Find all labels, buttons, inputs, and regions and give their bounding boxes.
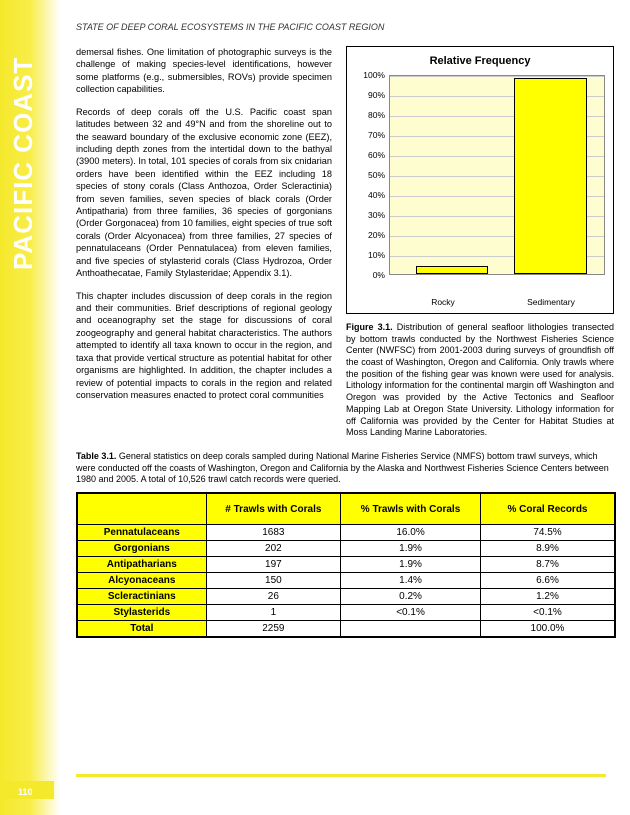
table-row-header: Total	[77, 621, 206, 638]
main-content: demersal fishes. One limitation of photo…	[76, 46, 616, 638]
y-axis-tick: 80%	[368, 110, 385, 120]
table-row: Scleractinians260.2%1.2%	[77, 589, 615, 605]
table-cell: 100.0%	[480, 621, 615, 638]
footer-rule	[76, 774, 606, 777]
table-cell: 1.9%	[341, 541, 481, 557]
grid-line	[390, 76, 604, 77]
table-header-cell: % Trawls with Corals	[341, 493, 481, 525]
figure-caption: Figure 3.1. Distribution of general seaf…	[346, 322, 614, 439]
running-header: STATE OF DEEP CORAL ECOSYSTEMS IN THE PA…	[76, 22, 384, 32]
paragraph-3: This chapter includes discussion of deep…	[76, 290, 332, 402]
chart-x-axis: RockySedimentary	[389, 297, 605, 307]
table-cell	[341, 621, 481, 638]
figure-column: Relative Frequency 0% 10% 20% 30% 40% 50% 60% 7…	[346, 46, 614, 439]
table-row: Gorgonians2021.9%8.9%	[77, 541, 615, 557]
page-number: 110	[18, 787, 33, 797]
two-column-layout: demersal fishes. One limitation of photo…	[76, 46, 616, 439]
table-row: Alcyonaceans1501.4%6.6%	[77, 573, 615, 589]
y-axis-tick: 20%	[368, 230, 385, 240]
table-cell: 1683	[206, 525, 341, 541]
chart-y-axis: 0%10%20%30%40%50%60%70%80%90%100%	[355, 75, 389, 293]
table-cell: 8.9%	[480, 541, 615, 557]
y-axis-tick: 10%	[368, 250, 385, 260]
table-caption-text: General statistics on deep corals sample…	[76, 451, 609, 484]
chart-container: Relative Frequency 0% 10% 20% 30% 40% 50% 60% 7…	[346, 46, 614, 314]
table-cell: 2259	[206, 621, 341, 638]
table-row-header: Scleractinians	[77, 589, 206, 605]
x-axis-label: Rocky	[389, 297, 497, 307]
table-cell: 1.4%	[341, 573, 481, 589]
table-row: Stylasterids1<0.1%<0.1%	[77, 605, 615, 621]
paragraph-1: demersal fishes. One limitation of photo…	[76, 46, 332, 96]
table-row-header: Alcyonaceans	[77, 573, 206, 589]
table-cell: 202	[206, 541, 341, 557]
y-axis-tick: 40%	[368, 190, 385, 200]
text-column: demersal fishes. One limitation of photo…	[76, 46, 332, 439]
table-caption-label: Table 3.1.	[76, 451, 116, 461]
table-cell: 1.9%	[341, 557, 481, 573]
chart-bar	[514, 78, 587, 274]
table-cell: 16.0%	[341, 525, 481, 541]
table-cell: 74.5%	[480, 525, 615, 541]
chart-title: Relative Frequency	[355, 55, 605, 67]
chart-bar	[416, 266, 489, 274]
table-cell: 26	[206, 589, 341, 605]
table-cell: 197	[206, 557, 341, 573]
table-cell: <0.1%	[480, 605, 615, 621]
y-axis-tick: 50%	[368, 170, 385, 180]
chart-plot	[389, 75, 605, 275]
paragraph-2: Records of deep corals off the U.S. Paci…	[76, 106, 332, 280]
table-row-header: Pennatulaceans	[77, 525, 206, 541]
y-axis-tick: 0%	[373, 270, 385, 280]
table-cell: 1	[206, 605, 341, 621]
table-cell: <0.1%	[341, 605, 481, 621]
sidebar-title: PACIFIC COAST	[8, 57, 39, 270]
y-axis-tick: 30%	[368, 210, 385, 220]
table-cell: 8.7%	[480, 557, 615, 573]
y-axis-tick: 90%	[368, 90, 385, 100]
table-cell: 0.2%	[341, 589, 481, 605]
table-row-header: Gorgonians	[77, 541, 206, 557]
chart-plot-area: 0%10%20%30%40%50%60%70%80%90%100%	[355, 75, 605, 293]
table-row: Antipatharians1971.9%8.7%	[77, 557, 615, 573]
table-header-cell	[77, 493, 206, 525]
y-axis-tick: 100%	[363, 70, 385, 80]
table-header-cell: # Trawls with Corals	[206, 493, 341, 525]
table-cell: 6.6%	[480, 573, 615, 589]
figure-caption-text: Distribution of general seafloor litholo…	[346, 322, 614, 437]
table-row-header: Stylasterids	[77, 605, 206, 621]
table-row-header: Antipatharians	[77, 557, 206, 573]
table-row: Pennatulaceans168316.0%74.5%	[77, 525, 615, 541]
coral-statistics-table: # Trawls with Corals% Trawls with Corals…	[76, 492, 616, 639]
x-axis-label: Sedimentary	[497, 297, 605, 307]
table-header-cell: % Coral Records	[480, 493, 615, 525]
table-cell: 1.2%	[480, 589, 615, 605]
y-axis-tick: 70%	[368, 130, 385, 140]
table-caption: Table 3.1. General statistics on deep co…	[76, 451, 616, 486]
figure-caption-label: Figure 3.1.	[346, 322, 393, 332]
table-row: Total2259 100.0%	[77, 621, 615, 638]
y-axis-tick: 60%	[368, 150, 385, 160]
table-cell: 150	[206, 573, 341, 589]
